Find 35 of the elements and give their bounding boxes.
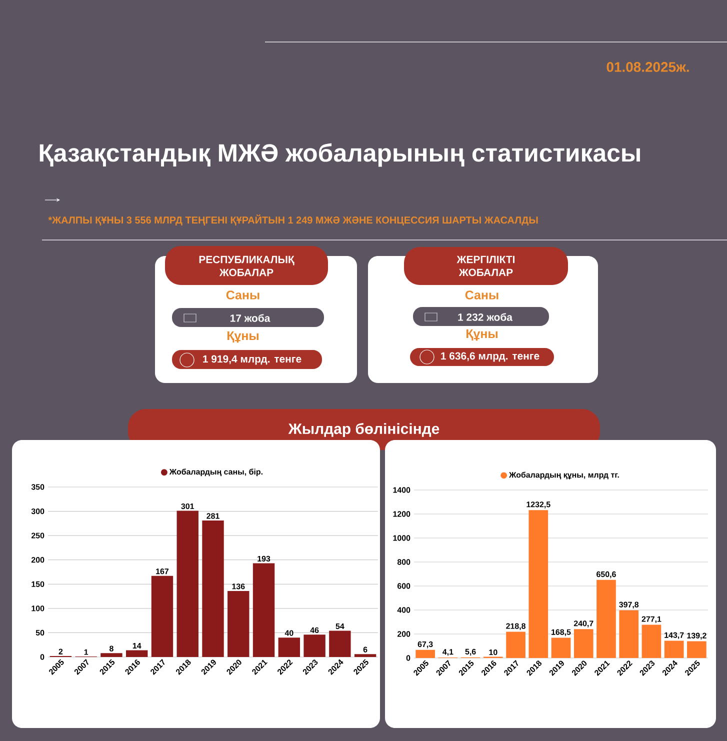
- bar: [176, 510, 198, 657]
- text: Жылдар бөлінісінде: [288, 422, 439, 438]
- bar: [227, 590, 250, 657]
- bar: [596, 580, 616, 658]
- text: 01.08.2025ж.: [606, 62, 689, 72]
- text: Құны: [466, 329, 498, 341]
- text: 17 жоба: [230, 314, 270, 322]
- bar: [328, 630, 351, 657]
- bar: [354, 654, 376, 657]
- bar: [686, 641, 706, 658]
- bar: [278, 638, 300, 657]
- text: Саны: [226, 290, 260, 300]
- text: *ЖАЛПЫ ҚҰНЫ 3 556 МЛРД ТЕҢГЕНІ ҚҰРАЙТЫН 1 249 МЖӘ ЖӘНЕ КОНЦЕССИЯ ШАРТЫ ЖАСАЛДЫ: [48, 214, 538, 226]
- bar: [642, 624, 661, 658]
- bar: [618, 610, 638, 658]
- text: Қазақстандық МЖӘ жобаларының статистикасы: [40, 143, 640, 167]
- bar: [151, 576, 173, 657]
- text: Саны: [465, 290, 498, 300]
- bar: [551, 638, 570, 658]
- bar: [100, 653, 122, 657]
- text: 1 232 жоба: [458, 313, 512, 321]
- bar: [415, 650, 435, 658]
- text: РЕСПУБЛИКАЛЫҚ ЖОБАЛАР: [199, 256, 294, 276]
- bar: [252, 563, 274, 657]
- text: 1 636,6 млрд. тенге: [440, 352, 540, 362]
- bar: [126, 650, 148, 657]
- bar: [202, 520, 224, 657]
- bar: [664, 640, 684, 658]
- bar: [528, 510, 548, 658]
- text: Құны: [227, 331, 258, 343]
- bar: [506, 632, 526, 658]
- bar: [574, 629, 594, 658]
- text: 1 919,4 млрд. тенге: [202, 355, 302, 365]
- bar: [304, 634, 326, 657]
- text: ЖЕРГІЛІКТІ ЖОБАЛАР: [456, 256, 514, 276]
